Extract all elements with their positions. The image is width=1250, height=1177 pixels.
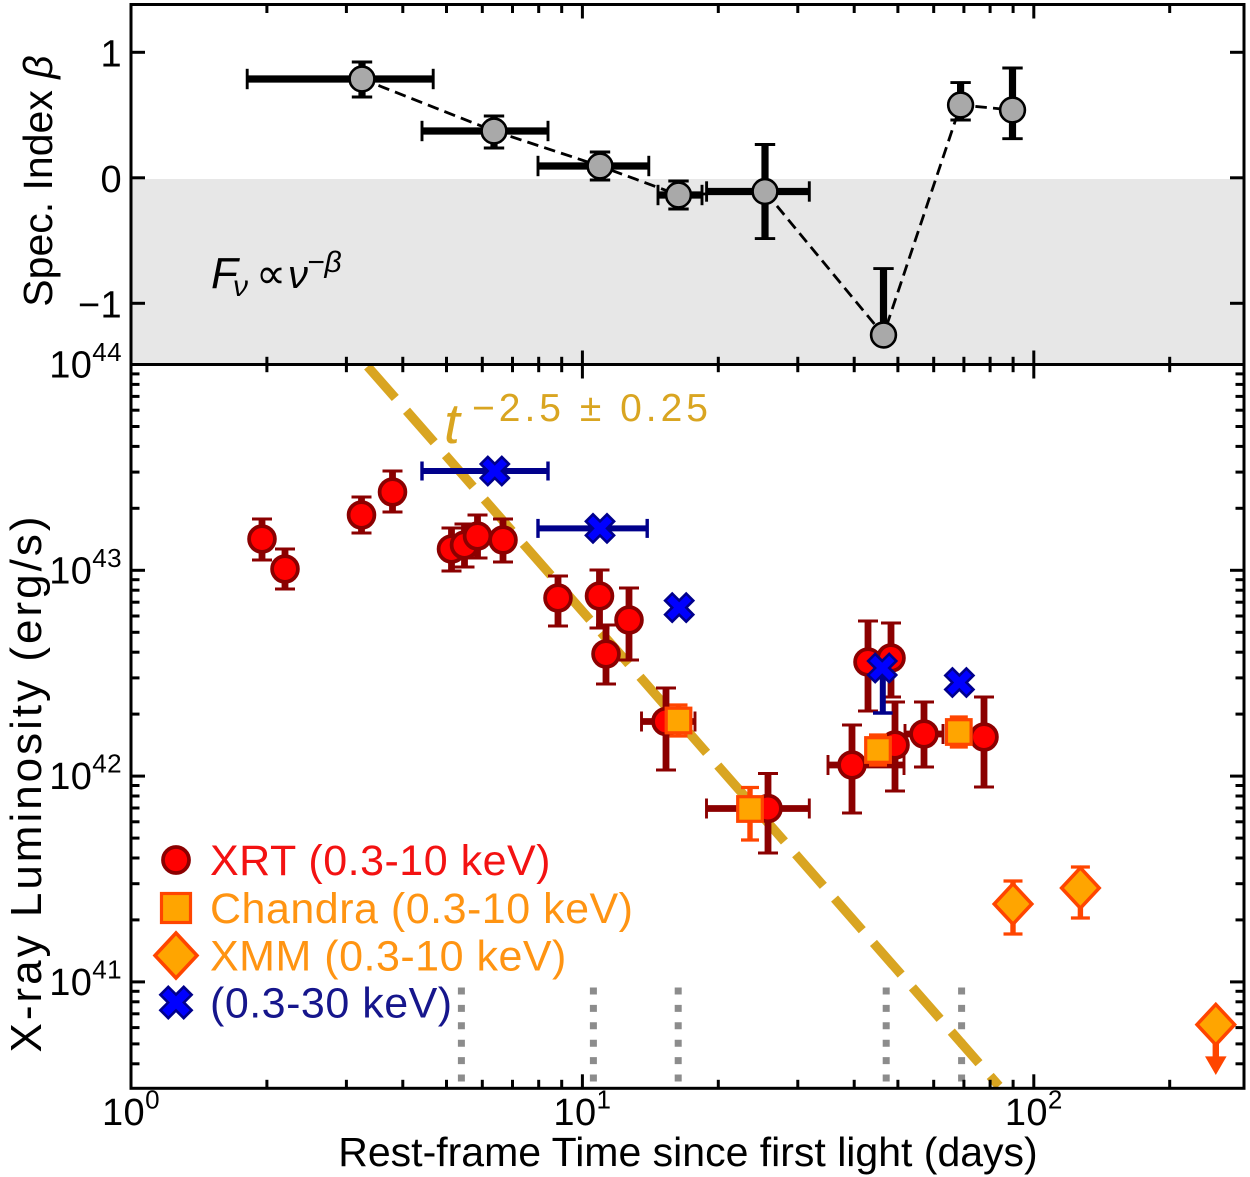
svg-text:−2.5 ± 0.25: −2.5 ± 0.25	[472, 387, 712, 430]
svg-text:−β: −β	[307, 246, 342, 279]
svg-text:100: 100	[102, 1085, 160, 1135]
svg-text:F: F	[211, 249, 240, 298]
svg-text:∝: ∝	[256, 250, 286, 297]
svg-text:X-ray Luminosity (erg/s): X-ray Luminosity (erg/s)	[2, 513, 51, 1052]
svg-text:(0.3-30 keV): (0.3-30 keV)	[210, 980, 453, 1028]
svg-text:ν: ν	[288, 253, 308, 297]
svg-text:Spec. Index β: Spec. Index β	[15, 55, 61, 306]
svg-text:−1: −1	[78, 284, 122, 326]
svg-text:101: 101	[553, 1085, 611, 1135]
svg-text:t: t	[444, 392, 462, 456]
svg-text:ν: ν	[233, 270, 248, 303]
svg-text:1: 1	[100, 33, 122, 75]
svg-text:Chandra (0.3-10 keV): Chandra (0.3-10 keV)	[210, 885, 634, 933]
svg-text:0: 0	[100, 159, 122, 201]
svg-text:1044: 1044	[49, 337, 122, 387]
svg-text:XMM (0.3-10 keV): XMM (0.3-10 keV)	[210, 933, 567, 981]
svg-text:XRT (0.3-10 keV): XRT (0.3-10 keV)	[210, 837, 551, 885]
svg-text:Rest-frame Time since first li: Rest-frame Time since first light (days)	[338, 1129, 1037, 1175]
